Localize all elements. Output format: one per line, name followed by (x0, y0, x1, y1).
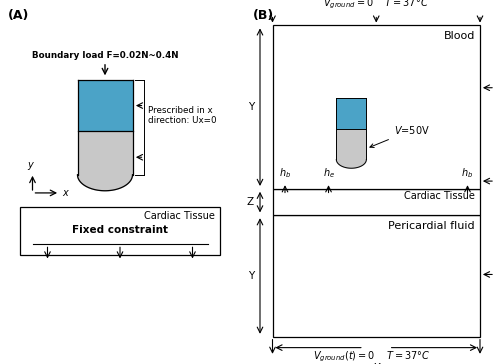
Polygon shape (78, 175, 132, 191)
Text: Y: Y (248, 271, 254, 281)
Text: Blood: Blood (444, 31, 475, 41)
Text: Cardiac Tissue: Cardiac Tissue (144, 211, 215, 221)
Text: (B): (B) (252, 9, 274, 22)
Text: Boundary load F=0.02N~0.4N: Boundary load F=0.02N~0.4N (32, 51, 178, 60)
Text: $h_e$: $h_e$ (322, 167, 334, 181)
Bar (272, 25, 480, 189)
Text: x: x (62, 188, 68, 198)
Text: Y: Y (248, 102, 254, 112)
Bar (336, 98, 366, 128)
Text: Fixed constraint: Fixed constraint (72, 225, 168, 235)
Text: Prescribed in x
direction: Ux=0: Prescribed in x direction: Ux=0 (148, 106, 216, 126)
Text: $h_b$: $h_b$ (462, 167, 473, 181)
Bar (272, 189, 480, 215)
Bar (272, 215, 480, 337)
Text: $V_{ground}=0$    $T=37°C$: $V_{ground}=0$ $T=37°C$ (324, 0, 429, 11)
Text: X: X (372, 363, 380, 364)
Text: $V$=50V: $V$=50V (370, 124, 430, 147)
Polygon shape (336, 159, 366, 168)
Bar (336, 128, 366, 159)
Text: Cardiac Tissue: Cardiac Tissue (404, 191, 475, 201)
Text: $h_b$: $h_b$ (279, 167, 291, 181)
Bar (78, 131, 132, 175)
Text: $V_{ground}(t)=0$    $T=37°C$: $V_{ground}(t)=0$ $T=37°C$ (314, 349, 430, 364)
Text: Z: Z (247, 197, 254, 207)
Text: y: y (27, 160, 33, 170)
Text: (A): (A) (8, 9, 29, 22)
Bar (78, 80, 132, 131)
Bar (20, 207, 220, 255)
Text: Pericardial fluid: Pericardial fluid (388, 221, 475, 231)
